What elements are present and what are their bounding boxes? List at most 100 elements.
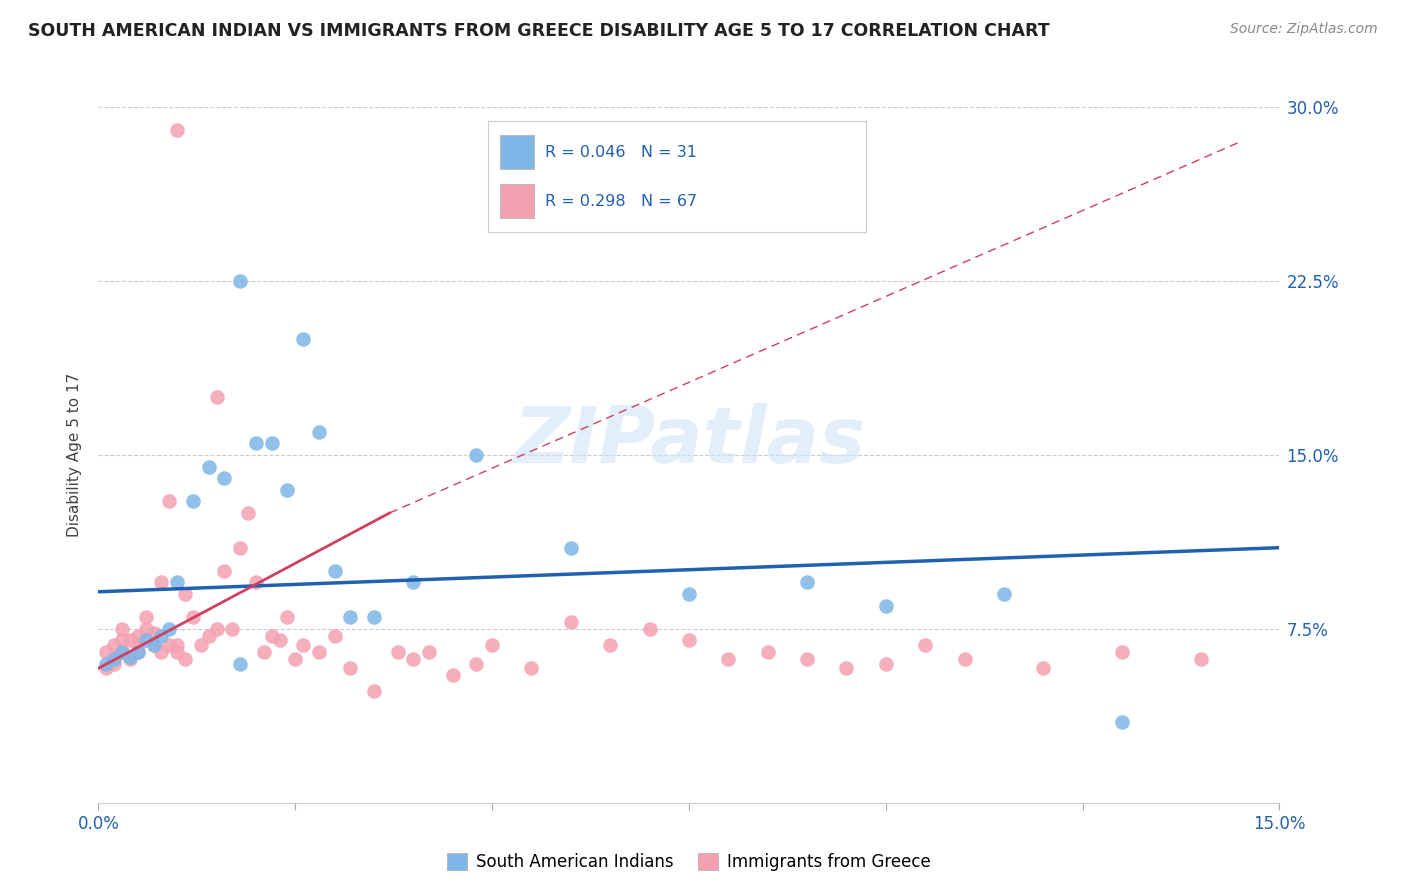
Point [197, 629, 219, 643]
Point [993, 587, 1015, 601]
Point [835, 661, 858, 675]
Point [127, 645, 149, 659]
Point [181, 494, 204, 508]
Point [253, 645, 276, 659]
Point [103, 652, 125, 666]
Point [308, 425, 330, 439]
Point [96, 657, 118, 671]
Point [387, 645, 409, 659]
Point [520, 661, 543, 675]
Point [1032, 661, 1054, 675]
Point [166, 575, 188, 590]
Point [174, 652, 197, 666]
Point [111, 645, 134, 659]
Point [142, 626, 165, 640]
Point [229, 657, 252, 671]
Point [166, 645, 188, 659]
Point [197, 459, 219, 474]
Point [174, 587, 197, 601]
Point [560, 541, 582, 555]
Point [229, 541, 252, 555]
Point [363, 684, 385, 698]
Point [481, 638, 503, 652]
Point [402, 575, 425, 590]
Point [135, 610, 157, 624]
Point [276, 483, 298, 497]
Point [323, 564, 346, 578]
Point [678, 633, 700, 648]
Point [103, 649, 125, 664]
Point [205, 390, 228, 404]
Point [127, 638, 149, 652]
Point [260, 629, 283, 643]
Point [914, 638, 936, 652]
Point [953, 652, 976, 666]
Point [96, 645, 118, 659]
Point [157, 638, 180, 652]
Point [363, 610, 385, 624]
Point [276, 610, 298, 624]
Point [150, 629, 173, 643]
Point [221, 622, 243, 636]
Point [111, 622, 134, 636]
Point [796, 652, 818, 666]
Point [245, 575, 267, 590]
Point [284, 652, 307, 666]
Point [465, 657, 488, 671]
Point [875, 599, 897, 613]
Point [875, 657, 897, 671]
Point [118, 649, 141, 664]
Point [181, 610, 204, 624]
Point [96, 661, 118, 675]
Point [150, 645, 173, 659]
Point [142, 638, 165, 652]
Point [205, 622, 228, 636]
Point [717, 652, 740, 666]
Point [560, 615, 582, 629]
Point [135, 633, 157, 648]
Point [292, 332, 315, 346]
Point [756, 645, 779, 659]
Point [339, 610, 361, 624]
Point [1189, 652, 1212, 666]
Point [323, 629, 346, 643]
Point [214, 471, 236, 485]
Legend: South American Indians, Immigrants from Greece: South American Indians, Immigrants from … [440, 847, 938, 878]
Y-axis label: Disability Age 5 to 17: Disability Age 5 to 17 [67, 373, 83, 537]
Point [418, 645, 440, 659]
Point [142, 638, 165, 652]
Point [118, 633, 141, 648]
Point [103, 657, 125, 671]
Point [135, 622, 157, 636]
Point [1111, 645, 1133, 659]
Point [796, 575, 818, 590]
Point [260, 436, 283, 450]
Point [292, 638, 315, 652]
Point [402, 652, 425, 666]
Point [245, 436, 267, 450]
Point [118, 652, 141, 666]
Text: SOUTH AMERICAN INDIAN VS IMMIGRANTS FROM GREECE DISABILITY AGE 5 TO 17 CORRELATI: SOUTH AMERICAN INDIAN VS IMMIGRANTS FROM… [28, 22, 1050, 40]
Point [678, 587, 700, 601]
Point [111, 633, 134, 648]
Point [441, 668, 464, 682]
Point [157, 622, 180, 636]
Point [157, 494, 180, 508]
Point [229, 274, 252, 288]
Point [166, 638, 188, 652]
Point [150, 575, 173, 590]
Point [465, 448, 488, 462]
Point [308, 645, 330, 659]
Point [127, 629, 149, 643]
Point [599, 638, 621, 652]
Point [166, 123, 188, 137]
Point [103, 638, 125, 652]
Point [236, 506, 259, 520]
Point [111, 645, 134, 659]
Point [1111, 714, 1133, 729]
Point [190, 638, 212, 652]
Point [638, 622, 661, 636]
Text: ZIPatlas: ZIPatlas [513, 403, 865, 479]
Point [269, 633, 291, 648]
Point [339, 661, 361, 675]
